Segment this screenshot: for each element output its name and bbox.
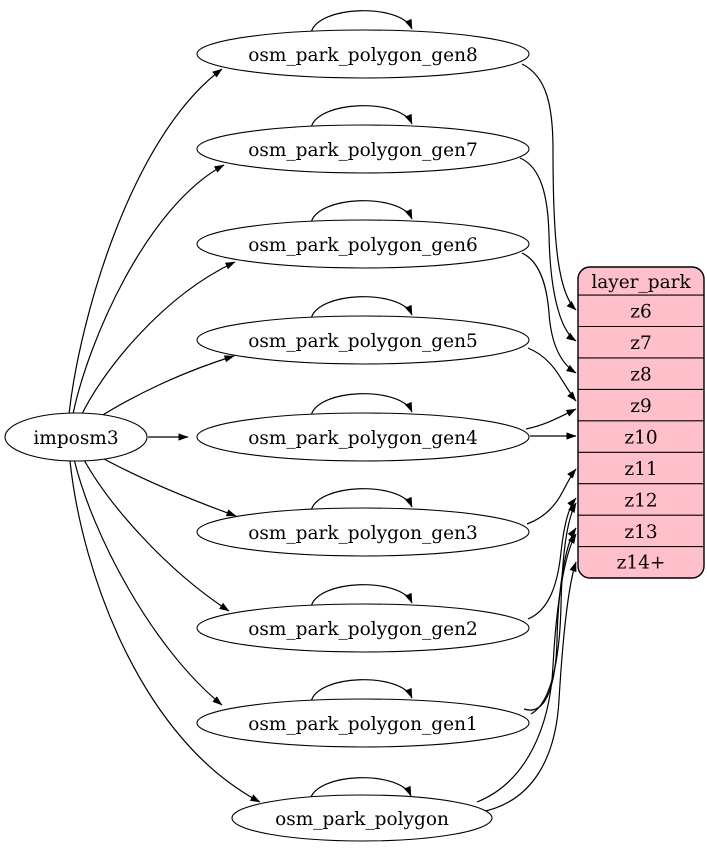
table-node-gen1: osm_park_polygon_gen1: [196, 698, 530, 748]
self-loop-gen8: [310, 10, 413, 34]
table-node-gen7: osm_park_polygon_gen7: [196, 124, 530, 174]
table-node-label: osm_park_polygon_gen1: [248, 714, 478, 735]
edge-imposm3-to-gen1: [73, 458, 223, 706]
layer-node-layer_park: layer_park z6 z7 z8 z9 z10 z11 z12 z13 z…: [577, 266, 705, 579]
edge-imposm3-to-gen5: [94, 355, 235, 421]
table-node-ellipse: [196, 412, 530, 462]
table-nodes: osm_park_polygon_gen8 osm_park_polygon_g…: [196, 29, 530, 842]
layer-row-z14: z14+: [617, 553, 666, 574]
table-node-ellipse: [196, 219, 530, 269]
edge-imposm3-to-gen2: [82, 457, 230, 612]
table-node-gen3: osm_park_polygon_gen3: [196, 507, 530, 557]
table-node-gen2: osm_park_polygon_gen2: [196, 603, 530, 653]
layer-row-z13: z13: [624, 522, 657, 543]
layer-row-z12: z12: [624, 491, 657, 512]
layer-row-z10: z10: [624, 428, 657, 449]
self-loop-gen1: [310, 679, 413, 703]
source-node-ellipse: [4, 412, 148, 462]
edge-gen2-z12: [527, 497, 577, 620]
edge-gen5-z9: [527, 347, 577, 402]
edge-imposm3-to-gen8: [68, 68, 223, 415]
layer-title: layer_park: [591, 272, 691, 293]
self-loop-gen7: [310, 105, 413, 129]
edge-gen6-z8: [521, 252, 577, 374]
table-node-gen4: osm_park_polygon_gen4: [196, 412, 530, 462]
table-node-label: osm_park_polygon: [275, 809, 449, 830]
table-node-gen6: osm_park_polygon_gen6: [196, 219, 530, 269]
source-node-imposm3: imposm3: [4, 412, 148, 462]
edge-imposm3-to-gen7: [72, 164, 225, 415]
table-node-label: osm_park_polygon_gen6: [248, 235, 478, 256]
table-node-ellipse: [196, 698, 530, 748]
edge-imposm3-to-gen3: [94, 453, 237, 517]
edges-to-layer: [476, 63, 577, 813]
layer-node-body: [577, 266, 705, 579]
edge-gen7-z7: [519, 157, 577, 342]
table-node-gen5: osm_park_polygon_gen5: [196, 315, 530, 365]
edge-polygon-z14: [480, 561, 577, 813]
layer-row-z11: z11: [624, 459, 657, 480]
edge-gen8-z6: [521, 63, 577, 311]
table-node-label: osm_park_polygon_gen7: [248, 140, 478, 161]
table-node-label: osm_park_polygon_gen4: [248, 428, 478, 449]
self-loop-gen6: [310, 200, 413, 224]
table-node-ellipse: [196, 507, 530, 557]
self-loop-gen2: [310, 584, 413, 608]
table-node-ellipse: [196, 315, 530, 365]
layer-row-z9: z9: [630, 396, 652, 417]
edge-imposm3-to-gen6: [80, 261, 236, 417]
edge-gen3-z11: [526, 468, 577, 525]
self-loop-edges: [309, 10, 413, 801]
table-node-ellipse: [196, 124, 530, 174]
edge-gen1-z12: [530, 502, 577, 715]
edge-gen4-z9: [525, 408, 577, 430]
source-node-label: imposm3: [33, 428, 118, 449]
table-node-ellipse: [231, 794, 493, 842]
table-node-label: osm_park_polygon_gen5: [248, 331, 478, 352]
self-loop-gen4: [310, 393, 413, 417]
layer-row-z6: z6: [630, 302, 652, 323]
self-loop-gen3: [310, 488, 413, 512]
table-node-polygon: osm_park_polygon: [231, 794, 493, 842]
edge-polygon-z13: [476, 533, 577, 803]
table-node-gen8: osm_park_polygon_gen8: [196, 29, 530, 79]
layer-row-z7: z7: [630, 333, 652, 354]
layer-row-z8: z8: [630, 365, 652, 386]
table-node-ellipse: [196, 603, 530, 653]
edge-gen1-z13: [523, 527, 577, 711]
self-loop-gen5: [310, 296, 413, 320]
table-node-label: osm_park_polygon_gen2: [248, 619, 478, 640]
table-node-ellipse: [196, 29, 530, 79]
self-loop-polygon: [309, 777, 412, 801]
edge-imposm3-to-polygon: [69, 460, 261, 803]
table-node-label: osm_park_polygon_gen3: [248, 523, 478, 544]
table-node-label: osm_park_polygon_gen8: [248, 45, 478, 66]
edges-from-imposm3: [68, 68, 261, 803]
